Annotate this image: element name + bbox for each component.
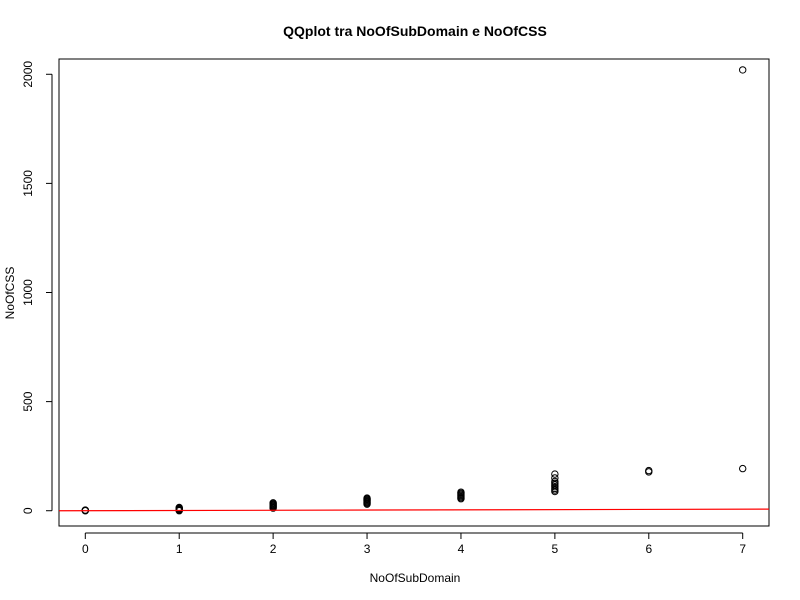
y-tick-label: 0 xyxy=(21,507,35,514)
x-tick-label: 5 xyxy=(552,542,559,556)
data-point xyxy=(551,477,559,486)
x-tick-label: 3 xyxy=(364,542,371,556)
chart-title: QQplot tra NoOfSubDomain e NoOfCSS xyxy=(283,23,547,39)
x-tick-label: 4 xyxy=(458,542,465,556)
x-axis-label: NoOfSubDomain xyxy=(370,571,461,585)
data-point xyxy=(739,66,747,74)
x-tick-label: 2 xyxy=(270,542,277,556)
y-axis: 0 500 1000 1500 2000 xyxy=(21,61,53,514)
data-point xyxy=(739,464,747,473)
data-point xyxy=(457,488,465,496)
data-point xyxy=(363,494,371,502)
y-tick-label: 1000 xyxy=(21,279,35,306)
x-tick-label: 1 xyxy=(176,542,183,556)
data-points xyxy=(81,66,747,515)
data-point xyxy=(645,466,653,475)
y-axis-label: NoOfCSS xyxy=(3,267,17,320)
y-tick-label: 1500 xyxy=(21,170,35,197)
reference-line-layer xyxy=(58,508,770,512)
plot-frame xyxy=(58,58,770,527)
data-point xyxy=(81,506,89,514)
data-point xyxy=(551,474,559,482)
data-point xyxy=(551,470,559,478)
reference-line xyxy=(58,508,770,512)
x-tick-label: 0 xyxy=(82,542,89,556)
data-point xyxy=(269,499,277,507)
x-tick-label: 7 xyxy=(739,542,746,556)
y-tick-label: 500 xyxy=(21,391,35,411)
x-axis: 0 1 2 3 4 5 6 7 xyxy=(82,532,746,556)
x-tick-label: 6 xyxy=(645,542,652,556)
y-tick-label: 2000 xyxy=(21,61,35,88)
